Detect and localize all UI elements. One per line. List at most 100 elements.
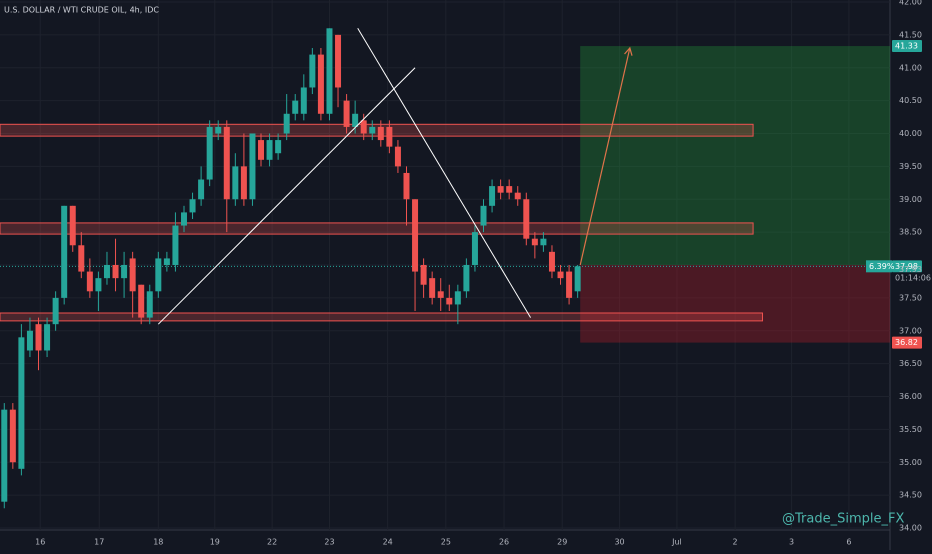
candle-body [275, 140, 282, 154]
chart-title: U.S. DOLLAR / WTI CRUDE OIL, 4h, IDC [4, 6, 159, 15]
x-tick-label: 17 [94, 538, 104, 547]
candle-body [557, 271, 564, 279]
candle-body [69, 205, 76, 246]
y-tick-label: 34.50 [899, 491, 922, 500]
change-label: 6.39% [869, 262, 895, 271]
candle-body [146, 291, 153, 318]
candle-body [86, 271, 93, 292]
stop-zone [580, 265, 890, 343]
y-tick-label: 38.50 [899, 228, 922, 237]
arrow-head [624, 46, 633, 56]
candle-body [9, 409, 16, 463]
last-price-label: 37.98 [895, 262, 918, 271]
x-tick-label: 18 [153, 538, 163, 547]
candle-body [112, 265, 119, 279]
candle-body [198, 179, 205, 200]
candle-body [548, 251, 555, 272]
candle-body [103, 265, 110, 279]
candle-body [172, 225, 179, 265]
candle-body [292, 100, 299, 114]
candle-body [514, 192, 521, 200]
bid-label: 37.93 [899, 265, 922, 274]
candle-body [44, 324, 51, 351]
candle-body [121, 265, 128, 279]
change-bg [866, 260, 892, 273]
x-tick-label: 6 [846, 538, 851, 547]
y-tick-label: 37.00 [899, 326, 922, 335]
candle-body [497, 186, 504, 193]
candle-body [206, 126, 213, 180]
candle-body [61, 205, 68, 298]
candle-body [1, 409, 8, 502]
x-tick-label: 22 [267, 538, 277, 547]
countdown-bg [892, 272, 926, 284]
y-tick-label: 39.00 [899, 195, 922, 204]
candle-body [531, 238, 538, 246]
candle-body [138, 284, 145, 318]
y-tick-label: 40.00 [899, 129, 922, 138]
candle-body [446, 297, 453, 305]
candle-body [283, 113, 290, 134]
candle-body [95, 278, 102, 292]
sr-zone [0, 222, 754, 235]
candle-body [309, 54, 316, 88]
candle-body [189, 199, 196, 213]
candle-body [489, 186, 496, 206]
candle-body [574, 266, 581, 292]
candle-body [437, 291, 444, 298]
candle-body [566, 271, 573, 298]
y-tick-label: 35.00 [899, 458, 922, 467]
countdown: 01:14:06 [895, 273, 931, 282]
candle-body [523, 199, 530, 239]
x-tick-label: 26 [499, 538, 509, 547]
y-tick-label: 41.00 [899, 63, 922, 72]
candle-body [249, 133, 256, 200]
y-tick-label: 42.00 [899, 0, 922, 7]
x-tick-label: 2 [733, 538, 738, 547]
candle-body [412, 199, 419, 272]
candle-body [506, 186, 513, 193]
candle-body [223, 126, 230, 200]
sr-zone [0, 312, 763, 322]
candle-body [26, 330, 33, 351]
y-tick-label: 34.00 [899, 524, 922, 533]
sr-zone [0, 123, 754, 137]
candle-body [386, 126, 393, 147]
candle-body [215, 126, 222, 134]
candle-body [403, 172, 410, 200]
candle-body [300, 87, 307, 114]
candle-body [18, 337, 25, 469]
profit-label-bg [892, 40, 922, 53]
candle-body [420, 265, 427, 285]
candle-body [240, 166, 247, 200]
y-tick-label: 37.50 [899, 293, 922, 302]
x-tick-label: 30 [614, 538, 624, 547]
candle-body [155, 258, 162, 292]
x-tick-label: 24 [383, 538, 393, 547]
candle-body [163, 258, 170, 265]
candle-body [369, 126, 376, 134]
candle-body [129, 258, 136, 292]
x-tick-label: 23 [324, 538, 334, 547]
candle-body [78, 245, 85, 272]
candle-body [454, 291, 461, 305]
candle-body [258, 140, 265, 160]
x-tick-label: Jul [671, 538, 682, 547]
candle-body [471, 232, 478, 265]
candle-body [463, 265, 470, 292]
candle-body [480, 205, 487, 226]
y-tick-label: 40.50 [899, 96, 922, 105]
candle-body [343, 100, 350, 127]
forecast-arrow [579, 47, 631, 266]
watermark: @Trade_Simple_FX [782, 512, 904, 527]
x-tick-label: 16 [35, 538, 45, 547]
y-tick-label: 41.50 [899, 30, 922, 39]
profit-zone [580, 46, 890, 265]
candle-body [52, 297, 59, 325]
candle-body [335, 34, 342, 88]
candle-body [429, 278, 436, 298]
stop-label: 36.82 [895, 338, 918, 347]
candle-body [232, 166, 239, 200]
candle-body [352, 113, 359, 127]
